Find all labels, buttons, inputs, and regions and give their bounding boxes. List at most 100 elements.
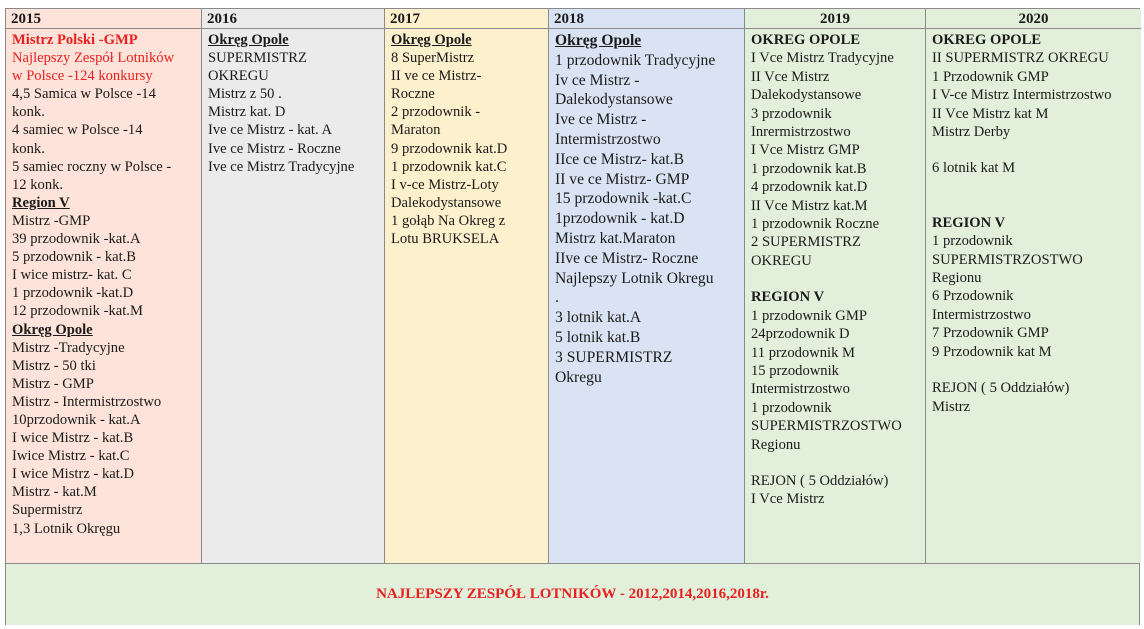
- achievement-line: SUPERMISTRZOSTWO: [751, 418, 902, 435]
- achievement-line: Mistrz -GMP: [12, 212, 91, 229]
- achievement-line: SUPERMISTRZ: [208, 50, 307, 67]
- achievement-line: Intermistrzostwo: [555, 130, 661, 148]
- achievement-line: IIve ce Mistrz- Roczne: [555, 249, 699, 267]
- year-header: 2017: [385, 9, 548, 29]
- achievement-line: I wice Mistrz - kat.D: [12, 466, 134, 483]
- year-column-2020: 2020 OKREG OPOLE II SUPERMISTRZ OKREGU 1 Pr…: [926, 9, 1141, 563]
- year-header: 2015: [6, 9, 201, 29]
- achievement-line: SUPERMISTRZOSTWO: [932, 251, 1083, 268]
- achievement-line: 15 przodownik -kat.C: [555, 190, 692, 208]
- section-heading: REGION V: [751, 289, 825, 306]
- achievement-line: Mistrz Polski -GMP: [12, 32, 138, 48]
- achievement-line: I v-ce Mistrz-Loty: [391, 176, 499, 193]
- achievement-line: 4 przodownik kat.D: [751, 179, 868, 196]
- achievement-line: Najlepszy Lotnik Okregu: [555, 269, 714, 287]
- year-column-2016: 2016 Okręg Opole SUPERMISTRZ OKREGU Mistrz z…: [202, 9, 385, 563]
- year-achievements: Okręg Opole 8 SuperMistrz II ve ce Mistrz-…: [385, 29, 548, 248]
- achievement-line: [932, 178, 1141, 196]
- achievement-line: 3 lotnik kat.A: [555, 309, 642, 327]
- achievement-line: Dalekodystansowe: [391, 194, 502, 211]
- achievement-line: Mistrz - Intermistrzostwo: [12, 393, 162, 410]
- achievement-line: Mistrz z 50 .: [208, 86, 282, 103]
- achievement-line: Lotu BRUKSELA: [391, 231, 500, 248]
- achievement-line: 2 przodownik -: [391, 104, 481, 121]
- section-heading: REGION V: [932, 214, 1006, 231]
- achievement-line: II ve ce Mistrz-: [391, 68, 482, 85]
- achievement-line: 5 lotnik kat.B: [555, 328, 641, 346]
- achievement-line: IIce ce Mistrz- kat.B: [555, 150, 685, 168]
- achievement-line: Mistrz - kat.M: [12, 484, 97, 501]
- section-heading: Region V: [12, 194, 70, 211]
- section-heading: OKREG OPOLE: [751, 32, 861, 48]
- achievement-line: 9 przodownik kat.D: [391, 140, 508, 157]
- achievement-line: OKREGU: [751, 252, 812, 269]
- achievements-table: 2015 Mistrz Polski -GMP Najlepszy Zespół L…: [5, 8, 1141, 625]
- achievement-line: konk.: [12, 140, 45, 157]
- achievement-line: Intermistrzostwo: [932, 306, 1031, 323]
- achievement-line: OKREGU: [208, 68, 269, 85]
- achievement-line: 3 przodownik: [751, 105, 832, 122]
- achievement-line: 5 przodownik - kat.B: [12, 249, 137, 266]
- year-achievements: Okręg Opole SUPERMISTRZ OKREGU Mistrz z 50 …: [202, 29, 384, 176]
- achievement-line: 1 gołąb Na Okreg z: [391, 212, 506, 229]
- year-header: 2019: [745, 9, 925, 29]
- achievement-line: 9 Przodownik kat M: [932, 343, 1052, 360]
- achievement-line: Ive ce Mistrz - Roczne: [208, 140, 341, 157]
- achievement-line: II SUPERMISTRZ OKREGU: [932, 50, 1109, 67]
- achievement-line: I wice Mistrz - kat.B: [12, 430, 134, 447]
- achievement-line: 1 przodownik kat.C: [391, 158, 507, 175]
- achievement-line: Roczne: [391, 86, 435, 103]
- achievement-line: I V-ce Mistrz Intermistrzostwo: [932, 87, 1112, 104]
- achievement-line: Okregu: [555, 368, 602, 386]
- section-heading: Okręg Opole: [391, 32, 472, 48]
- achievement-line: 1,3 Lotnik Okręgu: [12, 520, 121, 537]
- year-achievements: Okręg Opole 1 przodownik Tradycyjne Iv ce …: [549, 29, 744, 387]
- achievement-line: 8 SuperMistrz: [391, 50, 475, 67]
- achievement-line: Ive ce Mistrz -: [555, 111, 647, 129]
- achievement-line: Ive ce Mistrz Tradycyjne: [208, 158, 355, 175]
- achievement-line: konk.: [12, 104, 45, 121]
- achievement-line: w Polsce -124 konkursy: [12, 68, 153, 85]
- achievement-line: 1 przodownik -kat.D: [12, 285, 134, 302]
- achievement-line: 1przodownik - kat.D: [555, 210, 685, 228]
- achievement-line: 2 SUPERMISTRZ: [751, 234, 861, 251]
- year-column-2017: 2017 Okręg Opole 8 SuperMistrz II ve ce Mis…: [385, 9, 549, 563]
- achievement-line: Mistrz: [932, 398, 971, 415]
- year-column-2018: 2018 Okręg Opole 1 przodownik Tradycyjne Iv…: [549, 9, 745, 563]
- achievement-line: 1 przodownik GMP: [751, 307, 867, 324]
- footer-banner: NAJLEPSZY ZESPÓŁ LOTNIKÓW - 2012,2014,20…: [6, 563, 1139, 625]
- achievement-line: Mistrz - 50 tki: [12, 357, 96, 374]
- achievement-line: II Vce Mistrz kat.M: [751, 197, 868, 214]
- achievement-line: 4,5 Samica w Polsce -14: [12, 86, 156, 103]
- year-header: 2016: [202, 9, 384, 29]
- achievement-line: I wice mistrz- kat. C: [12, 267, 132, 284]
- achievement-line: 1 przodownik: [751, 399, 832, 416]
- section-heading: Okręg Opole: [555, 32, 642, 49]
- achievement-line: [751, 270, 925, 288]
- achievement-line: 4 samiec w Polsce -14: [12, 122, 143, 139]
- achievement-line: REJON ( 5 Oddziałów): [932, 380, 1070, 397]
- achievement-line: 3 SUPERMISTRZ: [555, 348, 673, 366]
- achievement-line: Inrermistrzostwo: [751, 124, 851, 141]
- achievement-line: Iv ce Mistrz -: [555, 71, 640, 89]
- achievement-line: 12 przodownik -kat.M: [12, 303, 143, 320]
- year-header: 2018: [549, 9, 744, 29]
- achievement-line: II Vce Mistrz: [751, 68, 830, 85]
- achievement-line: 24przodownik D: [751, 326, 850, 343]
- achievement-line: Regionu: [932, 270, 982, 287]
- section-heading: OKREG OPOLE: [932, 32, 1042, 48]
- achievement-line: Mistrz kat. D: [208, 104, 286, 121]
- section-heading: Okręg Opole: [208, 32, 289, 48]
- achievement-line: REJON ( 5 Oddziałów): [751, 472, 889, 489]
- achievement-line: Intermistrzostwo: [751, 381, 850, 398]
- achievement-line: I Vce Mistrz: [751, 491, 825, 508]
- achievement-line: Maraton: [391, 122, 441, 139]
- achievement-line: Ive ce Mistrz - kat. A: [208, 122, 333, 139]
- achievement-line: 7 Przodownik GMP: [932, 325, 1049, 342]
- achievement-line: Regionu: [751, 436, 801, 453]
- achievement-line: 1 przodownik Roczne: [751, 216, 880, 233]
- achievement-line: 1 przodownik: [932, 233, 1013, 250]
- achievement-line: .: [555, 289, 559, 307]
- achievement-line: 1 Przodownik GMP: [932, 68, 1049, 85]
- year-achievements: Mistrz Polski -GMP Najlepszy Zespół Lotni…: [6, 29, 201, 538]
